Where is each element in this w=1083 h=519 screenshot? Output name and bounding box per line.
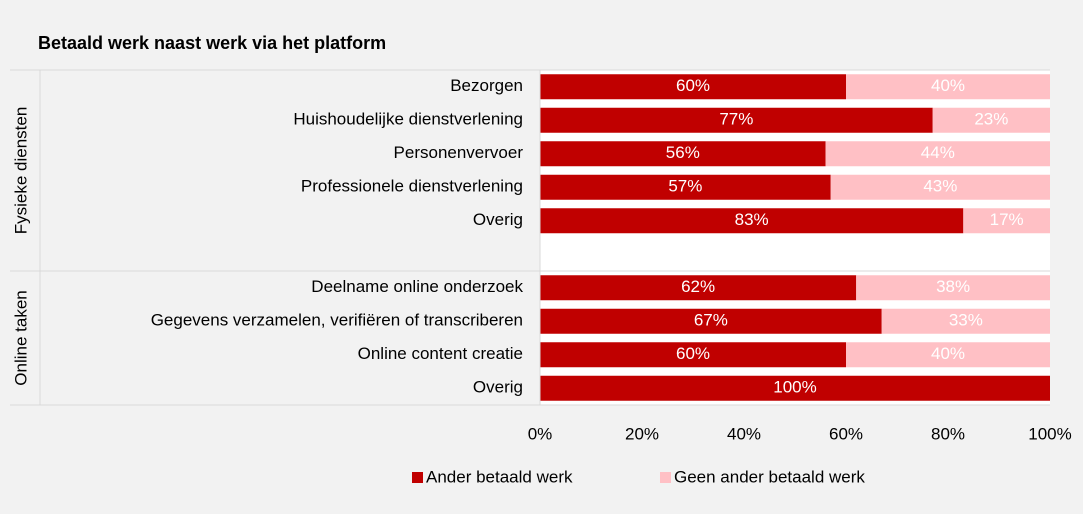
legend-swatch <box>412 472 423 483</box>
bar-segment <box>540 107 933 133</box>
x-tick-label: 0% <box>528 424 553 443</box>
category-label: Overig <box>473 210 523 229</box>
x-tick-label: 40% <box>727 424 761 443</box>
value-label: 100% <box>773 378 816 397</box>
value-label: 77% <box>719 110 753 129</box>
category-label: Professionele dienstverlening <box>301 177 523 196</box>
value-label: 23% <box>974 110 1008 129</box>
bar-segment <box>932 107 1050 133</box>
bar-segment <box>540 208 964 234</box>
value-label: 44% <box>921 143 955 162</box>
group-label: Online taken <box>11 290 30 385</box>
value-label: 40% <box>931 76 965 95</box>
bar-segment <box>830 174 1050 200</box>
category-label: Overig <box>473 378 523 397</box>
category-label: Online content creatie <box>358 344 523 363</box>
bar-segment <box>540 141 826 167</box>
bar-segment <box>856 275 1050 301</box>
value-label: 43% <box>923 177 957 196</box>
bar-segment <box>540 375 1050 401</box>
x-tick-label: 60% <box>829 424 863 443</box>
x-tick-label: 80% <box>931 424 965 443</box>
x-tick-label: 100% <box>1028 424 1071 443</box>
x-tick-label: 20% <box>625 424 659 443</box>
bar-segment <box>540 74 846 100</box>
value-label: 60% <box>676 344 710 363</box>
value-label: 60% <box>676 76 710 95</box>
category-label: Huishoudelijke dienstverlening <box>293 110 523 129</box>
value-label: 57% <box>668 177 702 196</box>
value-label: 83% <box>735 210 769 229</box>
legend-label: Geen ander betaald werk <box>674 467 865 486</box>
bar-segment <box>540 308 882 334</box>
bar-segment <box>846 74 1050 100</box>
value-label: 62% <box>681 277 715 296</box>
chart-title: Betaald werk naast werk via het platform <box>38 33 386 53</box>
value-label: 17% <box>990 210 1024 229</box>
bar-segment <box>881 308 1050 334</box>
category-label: Personenvervoer <box>394 143 524 162</box>
legend-swatch <box>660 472 671 483</box>
bar-segment <box>825 141 1050 167</box>
bar-segment <box>540 342 846 368</box>
bar-segment <box>540 275 857 301</box>
value-label: 67% <box>694 311 728 330</box>
category-label: Gegevens verzamelen, verifiëren of trans… <box>151 311 523 330</box>
category-label: Bezorgen <box>450 76 523 95</box>
bar-segment <box>846 342 1050 368</box>
value-label: 33% <box>949 311 983 330</box>
group-label: Fysieke diensten <box>11 107 30 235</box>
bar-segment <box>540 174 831 200</box>
value-label: 40% <box>931 344 965 363</box>
legend-label: Ander betaald werk <box>426 467 573 486</box>
bar-segment <box>963 208 1050 234</box>
value-label: 56% <box>666 143 700 162</box>
category-label: Deelname online onderzoek <box>311 277 523 296</box>
value-label: 38% <box>936 277 970 296</box>
